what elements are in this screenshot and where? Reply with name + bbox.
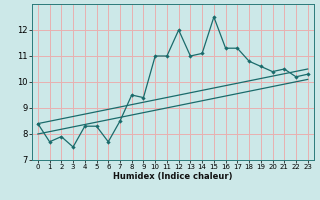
X-axis label: Humidex (Indice chaleur): Humidex (Indice chaleur) (113, 172, 233, 181)
